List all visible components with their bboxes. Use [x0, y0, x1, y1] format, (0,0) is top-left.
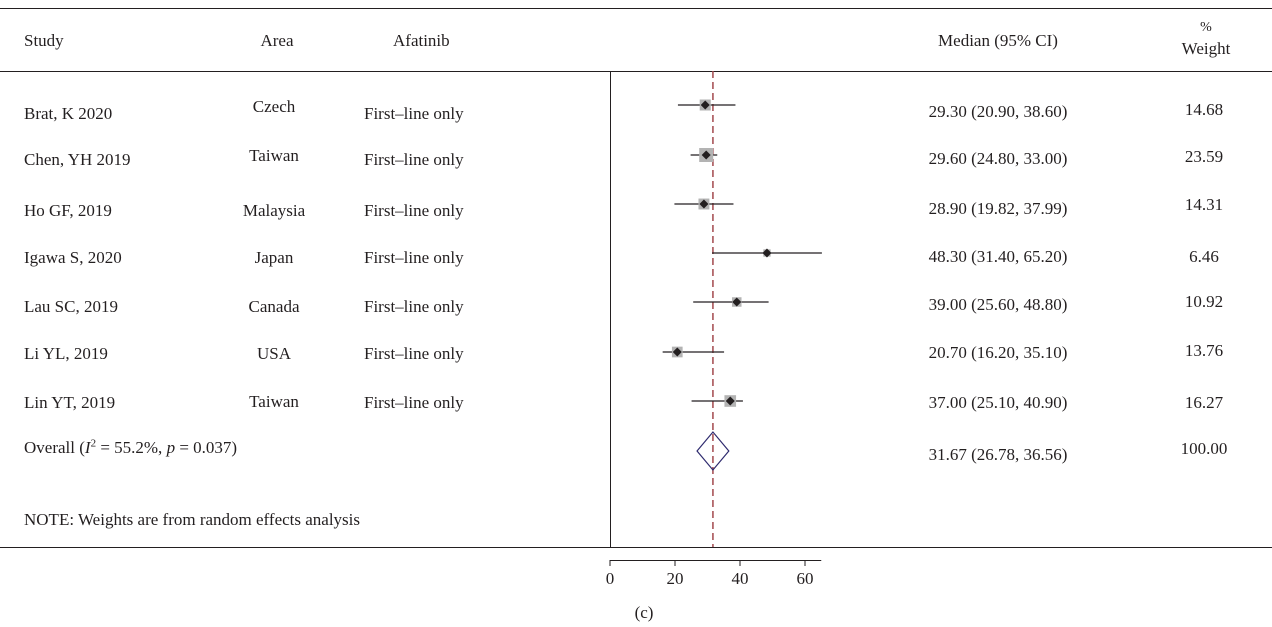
study-label: Li YL, 2019 [24, 344, 108, 363]
weight-label: 6.46 [1189, 247, 1219, 266]
ci-label: 39.00 (25.60, 48.80) [928, 295, 1068, 314]
bottom-rule [0, 547, 1272, 548]
afatinib-label: First–line only [364, 150, 464, 169]
weight-label: 23.59 [1184, 147, 1224, 166]
weight-label: 10.92 [1184, 292, 1224, 311]
area-label: Canada [248, 297, 300, 316]
ci-label: 29.60 (24.80, 33.00) [928, 149, 1068, 168]
ci-label: 28.90 (19.82, 37.99) [928, 199, 1068, 218]
afatinib-label: First–line only [364, 104, 464, 123]
overall-weight: 100.00 [1180, 439, 1228, 458]
weight-label: 14.31 [1184, 195, 1224, 214]
header-weight-percent: % [1200, 20, 1212, 35]
weight-label: 14.68 [1184, 100, 1224, 119]
ci-label: 20.70 (16.20, 35.10) [928, 343, 1068, 362]
study-label: Lau SC, 2019 [24, 297, 118, 316]
header-rule [0, 71, 1272, 72]
study-label: Brat, K 2020 [24, 104, 113, 123]
header-study: Study [24, 31, 64, 50]
header-median-ci: Median (95% CI) [938, 31, 1058, 50]
afatinib-label: First–line only [364, 393, 464, 412]
area-label: Malaysia [242, 201, 306, 220]
header-area: Area [260, 31, 294, 50]
area-label: Taiwan [249, 392, 299, 411]
study-label: Igawa S, 2020 [24, 248, 122, 267]
area-label: USA [256, 344, 292, 363]
weights-note: NOTE: Weights are from random effects an… [24, 510, 361, 529]
afatinib-label: First–line only [364, 297, 464, 316]
overall-label: Overall (I2 = 55.2%, p = 0.037) [24, 437, 238, 457]
area-label: Japan [254, 248, 294, 267]
study-label: Chen, YH 2019 [24, 150, 131, 169]
afatinib-label: First–line only [364, 248, 464, 267]
afatinib-label: First–line only [364, 201, 464, 220]
header-weight: Weight [1181, 39, 1231, 58]
top-rule [0, 8, 1272, 9]
header-afatinib: Afatinib [393, 31, 450, 50]
ci-label: 37.00 (25.10, 40.90) [928, 393, 1068, 412]
afatinib-label: First–line only [364, 344, 464, 363]
area-label: Czech [252, 97, 296, 116]
overall-ci: 31.67 (26.78, 36.56) [928, 445, 1068, 464]
ci-label: 48.30 (31.40, 65.20) [928, 247, 1068, 266]
panel-label: (c) [634, 603, 654, 622]
weight-label: 16.27 [1184, 393, 1224, 412]
weight-label: 13.76 [1184, 341, 1224, 360]
area-label: Taiwan [249, 146, 299, 165]
study-label: Ho GF, 2019 [24, 201, 112, 220]
study-label: Lin YT, 2019 [24, 393, 116, 412]
ci-label: 29.30 (20.90, 38.60) [928, 102, 1068, 121]
